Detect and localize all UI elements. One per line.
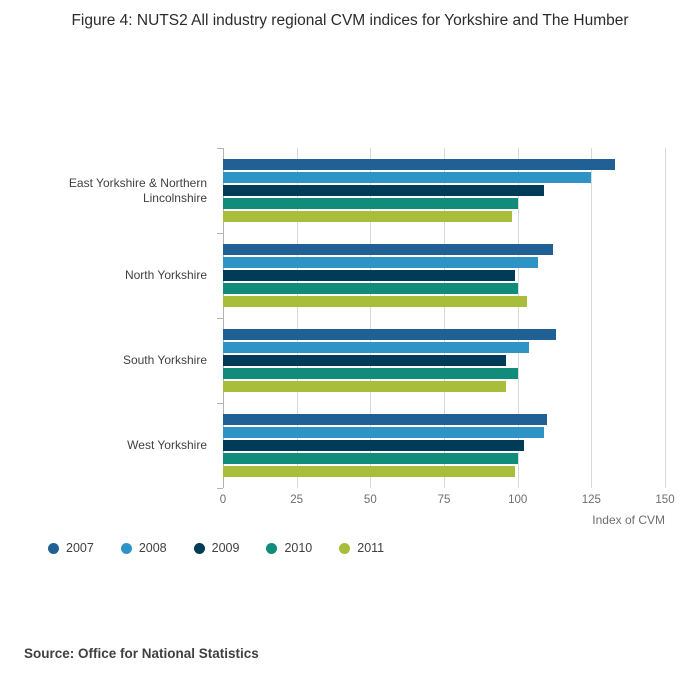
bar-2008 — [223, 427, 545, 438]
legend-item-2010: 2010 — [266, 541, 312, 555]
y-axis-tick — [217, 148, 223, 149]
grid-layer — [217, 148, 666, 489]
legend-item-2011: 2011 — [339, 541, 384, 555]
bar-chart: East Yorkshire & Northern Lincolnshire No… — [8, 148, 666, 489]
bar-group — [223, 403, 665, 488]
legend-item-2007: 2007 — [48, 541, 94, 555]
bar-2009 — [223, 270, 515, 281]
x-axis-tick-labels: 0 25 50 75 100 125 150 — [219, 494, 675, 510]
bar-groups — [223, 148, 665, 488]
legend-label: 2009 — [211, 541, 240, 555]
chart-title: Figure 4: NUTS2 All industry regional CV… — [71, 12, 629, 29]
bar-2007 — [223, 329, 556, 340]
bar-2009 — [223, 440, 524, 451]
bar-2007 — [223, 414, 548, 425]
y-axis-tick — [217, 233, 223, 234]
category-label: East Yorkshire & Northern Lincolnshire — [68, 175, 207, 205]
bar-2011 — [223, 466, 515, 477]
source-note: Source: Office for National Statistics — [24, 646, 259, 661]
legend-label: 2007 — [66, 541, 94, 555]
legend-label: 2008 — [138, 541, 167, 555]
gridline — [591, 148, 593, 488]
gridline — [370, 148, 372, 488]
bar-2008 — [223, 257, 539, 268]
x-tick-label: 125 — [581, 494, 601, 506]
legend-dot — [48, 542, 59, 554]
bar-2010 — [223, 283, 518, 294]
x-tick-label: 50 — [363, 494, 377, 506]
category-axis: East Yorkshire & Northern Lincolnshire No… — [8, 148, 215, 488]
legend-label: 2011 — [357, 541, 385, 555]
category-label: South Yorkshire — [122, 353, 207, 367]
bar-2007 — [223, 159, 615, 170]
bar-2011 — [223, 211, 512, 222]
legend-dot — [266, 542, 278, 554]
y-axis-tick — [217, 488, 223, 489]
legend: 2007 2008 2009 2010 2011 — [48, 541, 384, 555]
bar-2011 — [223, 296, 527, 307]
bar-2010 — [223, 453, 518, 464]
x-tick-label: 0 — [219, 494, 227, 506]
legend-dot — [339, 542, 351, 554]
x-tick-label: 100 — [508, 494, 528, 506]
y-axis-tick — [217, 403, 223, 404]
legend-item-2009: 2009 — [193, 541, 240, 555]
category-label: West Yorkshire — [127, 438, 207, 452]
bar-group — [223, 318, 665, 403]
x-tick-label: 75 — [437, 494, 451, 506]
category-label: North Yorkshire — [124, 268, 207, 282]
y-axis-line — [223, 148, 224, 488]
gridline — [665, 148, 666, 488]
gridline — [296, 148, 298, 488]
bar-2011 — [223, 381, 506, 392]
bar-group — [223, 233, 665, 318]
bar-2008 — [223, 172, 592, 183]
bar-2009 — [223, 355, 506, 366]
x-axis-title: Index of CVM — [592, 513, 665, 527]
legend-item-2008: 2008 — [120, 541, 167, 555]
bar-2008 — [223, 342, 530, 353]
bar-2009 — [223, 185, 545, 196]
bar-2010 — [223, 368, 518, 379]
y-axis-tick — [217, 318, 223, 319]
plot-area: East Yorkshire & Northern Lincolnshire No… — [8, 148, 666, 489]
legend-dot — [120, 542, 132, 554]
legend-label: 2010 — [284, 541, 313, 555]
bar-2007 — [223, 244, 554, 255]
legend-dot — [193, 542, 205, 554]
bar-2010 — [223, 198, 518, 209]
gridline — [517, 148, 519, 488]
gridline — [444, 148, 445, 488]
bar-group — [223, 148, 665, 233]
x-tick-label: 150 — [655, 494, 675, 506]
x-tick-label: 25 — [290, 494, 304, 506]
